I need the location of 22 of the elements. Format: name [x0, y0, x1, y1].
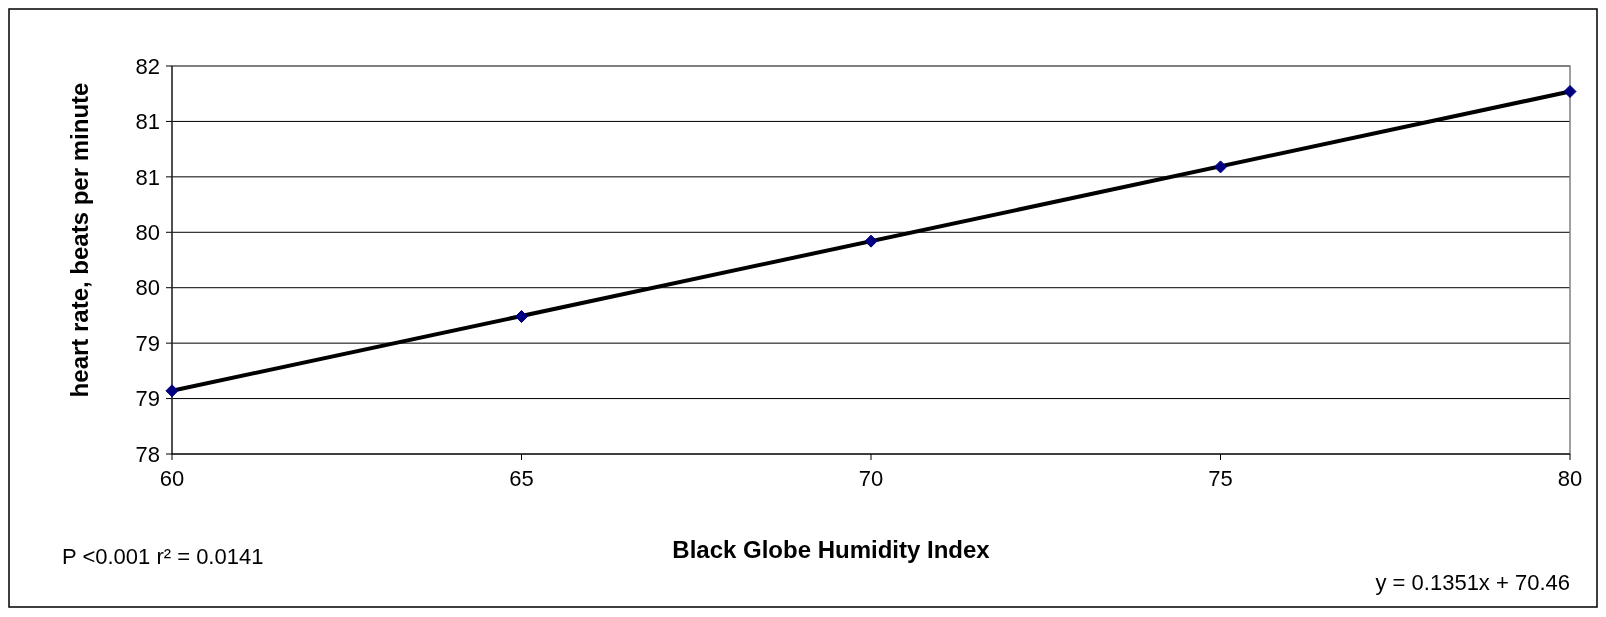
- y-tick-label: 80: [135, 275, 160, 301]
- y-tick-label: 81: [135, 109, 160, 135]
- y-tick-label: 78: [135, 441, 160, 467]
- x-tick-label: 65: [509, 466, 534, 491]
- x-tick-label: 75: [1208, 466, 1233, 491]
- point: [515, 310, 528, 324]
- point: [1214, 160, 1227, 174]
- point: [165, 384, 179, 398]
- y-tick-label: 80: [135, 219, 160, 245]
- text: y = 0.1351x + 70.46: [1375, 570, 1570, 595]
- x-axis-title: Black Globe Humidity Index: [672, 536, 991, 563]
- point: [1563, 85, 1577, 98]
- text: P <0.001 r² = 0.0141: [62, 544, 264, 569]
- y-tick-label: 79: [135, 386, 160, 412]
- y-tick-label: 82: [135, 53, 160, 79]
- point: [864, 234, 878, 248]
- x-tick-label: 80: [1557, 466, 1583, 491]
- y-tick-label: 79: [135, 330, 160, 356]
- y-tick-label: 81: [135, 164, 160, 190]
- x-tick-label: 70: [858, 466, 884, 491]
- x-tick-label: 60: [159, 466, 185, 491]
- y-axis-title: heart rate, beats per minute: [66, 82, 93, 398]
